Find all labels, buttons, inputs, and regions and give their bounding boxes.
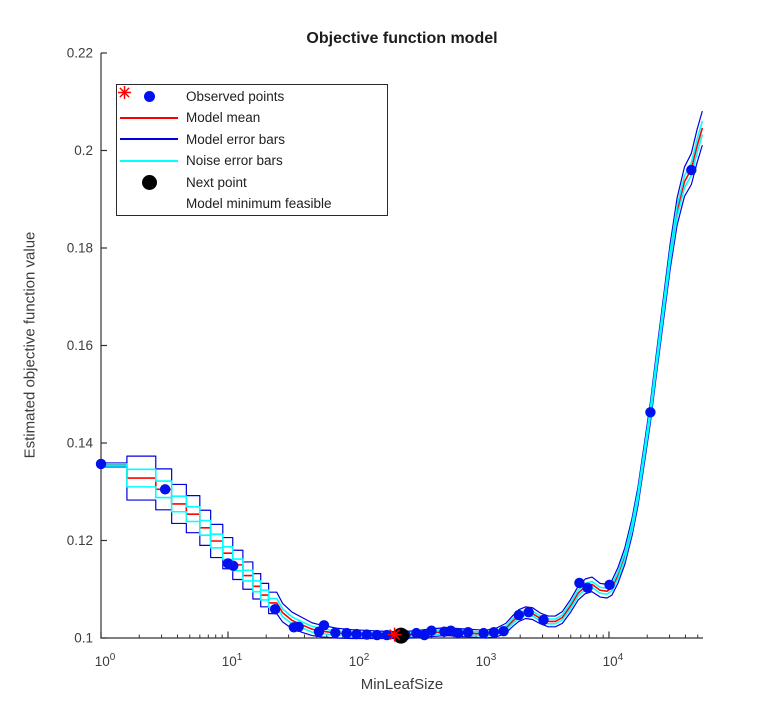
legend-label: Model error bars (186, 131, 286, 147)
legend-dot-swatch (141, 174, 157, 190)
next-point-marker-icon (117, 174, 181, 190)
model-error-lower-line (101, 145, 703, 640)
observed-point-marker (523, 606, 534, 618)
y-tick-label: 0.12 (67, 533, 93, 548)
observed-point-marker (513, 609, 525, 621)
legend-line-swatch (120, 138, 178, 141)
observed-point-marker (371, 629, 383, 641)
observed-point-marker (453, 627, 464, 639)
observed-point-marker (318, 620, 330, 631)
observed-point-marker (351, 628, 362, 640)
observed-point-marker (381, 629, 392, 641)
observed-point-marker (645, 407, 656, 418)
y-tick-label: 0.18 (67, 241, 93, 256)
observed-point-marker (269, 604, 281, 615)
observed-point-marker (582, 582, 593, 593)
y-tick-label: 0.1 (74, 631, 93, 646)
x-tick-label: 103 (476, 652, 497, 669)
legend-label: Model minimum feasible (186, 196, 332, 212)
legend-label: Noise error bars (186, 153, 283, 169)
observed-point-marker (159, 484, 171, 495)
asterisk-stroke (119, 87, 130, 98)
observed-point-marker (574, 577, 585, 589)
legend-label: Model mean (186, 110, 261, 126)
y-tick-label: 0.14 (67, 436, 94, 451)
legend-item-model-mean: Model mean (117, 107, 387, 128)
legend-label: Observed points (186, 88, 285, 104)
observed-point-marker (341, 627, 352, 639)
noise-error-bars-line-icon (117, 159, 181, 162)
legend-asterisk-swatch (118, 86, 131, 99)
model-mean-line-icon (117, 116, 181, 119)
legend-dot-swatch (143, 90, 155, 102)
x-tick-label: 102 (349, 652, 370, 669)
legend-label: Next point (186, 174, 247, 190)
legend-item-model-error-bars: Model error bars (117, 129, 387, 150)
observed-point-marker (361, 629, 373, 640)
y-axis-label: Estimated objective function value (21, 231, 39, 459)
observed-point-marker (488, 626, 500, 638)
observed-points-marker-icon (117, 90, 181, 102)
model-error-bars-line-icon (117, 138, 181, 141)
observed-point-marker (426, 625, 437, 636)
observed-point-marker (498, 625, 509, 637)
y-tick-label: 0.22 (67, 46, 93, 61)
x-axis-label: MinLeafSize (360, 676, 444, 693)
x-tick-label: 101 (222, 652, 243, 669)
model-minimum-feasible-marker (387, 627, 402, 642)
legend-line-swatch (120, 159, 178, 162)
observed-point-marker (228, 560, 239, 572)
observed-point-marker (411, 627, 422, 639)
legend-item-model-minimum-feasible: Model minimum feasible (117, 86, 387, 214)
legend-line-swatch (120, 116, 178, 119)
observed-point-marker (478, 627, 489, 639)
observed-point-marker (538, 614, 549, 626)
asterisk-stroke (389, 629, 401, 641)
observed-point-marker (293, 621, 304, 632)
observed-point-marker (686, 164, 697, 176)
observed-point-marker (330, 627, 341, 638)
observed-point-marker (95, 458, 107, 470)
y-tick-label: 0.2 (74, 143, 93, 158)
legend-item-next-point: Next point (117, 172, 387, 193)
observed-point-marker (604, 579, 615, 591)
legend-item-noise-error-bars: Noise error bars (117, 150, 387, 171)
x-tick-label: 100 (95, 652, 116, 669)
chart-title: Objective function model (306, 30, 498, 47)
legend: Observed points Model mean Model error b… (116, 84, 388, 216)
x-tick-label: 104 (603, 652, 624, 669)
legend-item-observed-points: Observed points (117, 86, 387, 107)
y-tick-label: 0.16 (67, 338, 93, 353)
observed-point-marker (462, 626, 474, 638)
